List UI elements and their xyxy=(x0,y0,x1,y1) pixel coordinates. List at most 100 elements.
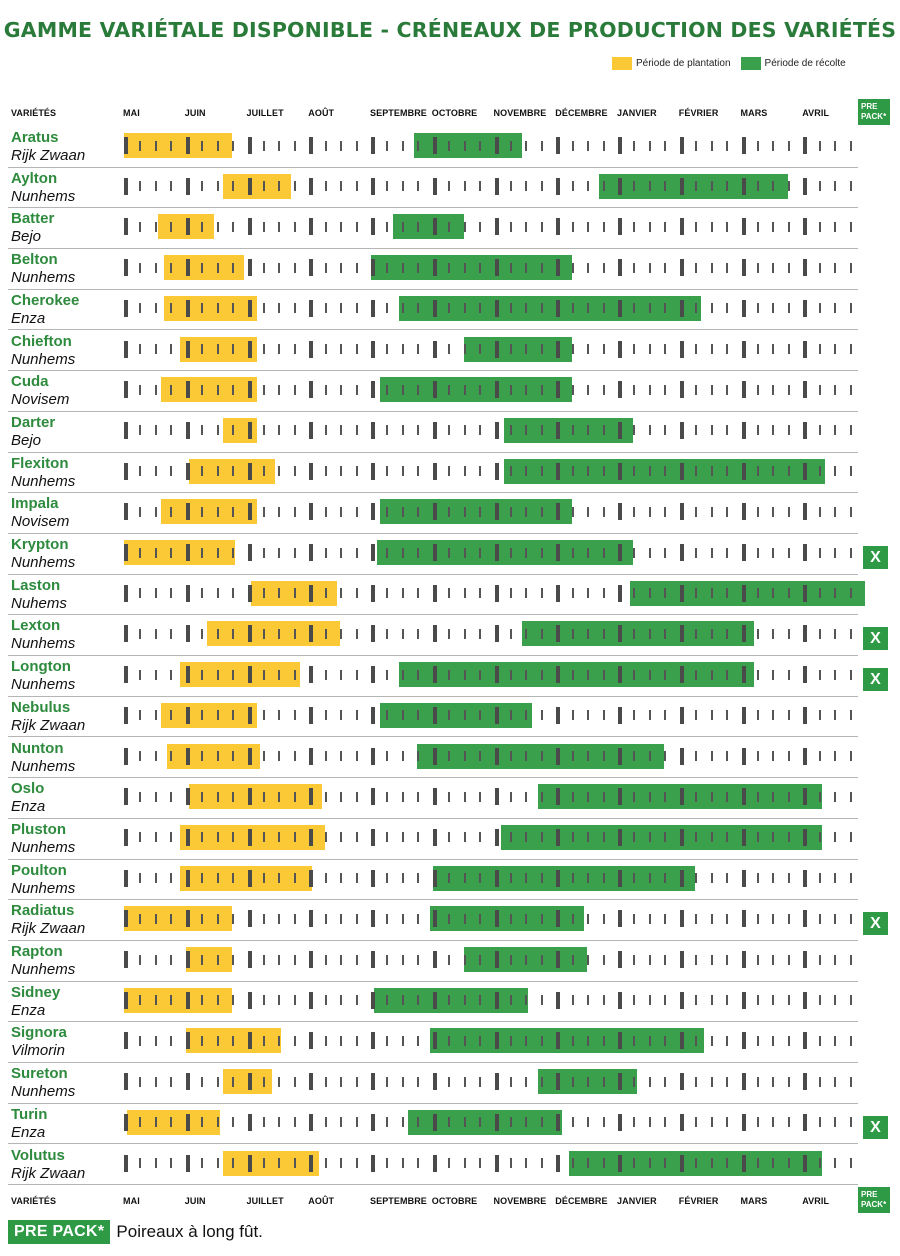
row-divider xyxy=(8,166,858,168)
week-tick xyxy=(710,506,713,517)
week-tick xyxy=(340,791,343,802)
week-tick xyxy=(787,140,790,151)
week-tick xyxy=(401,995,404,1006)
week-tick xyxy=(803,584,808,602)
week-tick xyxy=(679,991,684,1009)
planting-period-bar xyxy=(188,784,322,810)
week-tick xyxy=(679,625,684,643)
week-tick xyxy=(278,1035,281,1046)
week-tick xyxy=(571,669,574,680)
week-tick xyxy=(479,506,482,517)
week-tick xyxy=(386,1158,389,1168)
week-tick xyxy=(741,788,746,806)
week-tick xyxy=(386,751,389,761)
footer-description: Poireaux à long fût. xyxy=(116,1222,263,1241)
week-tick xyxy=(247,1154,252,1172)
week-tick xyxy=(262,425,265,436)
week-tick xyxy=(494,462,499,480)
week-tick xyxy=(371,259,375,277)
week-tick xyxy=(432,259,437,277)
week-tick xyxy=(401,425,404,436)
week-tick xyxy=(664,995,667,1006)
week-tick xyxy=(139,140,142,151)
week-tick xyxy=(618,706,622,724)
week-tick xyxy=(679,869,684,887)
week-tick xyxy=(509,995,512,1006)
planting-period-bar xyxy=(179,865,313,891)
week-tick xyxy=(834,588,837,599)
week-tick xyxy=(633,954,636,965)
week-tick xyxy=(448,954,451,965)
week-tick xyxy=(587,140,590,151)
variety-supplier: Bejo xyxy=(11,228,42,246)
week-tick xyxy=(386,954,389,965)
week-tick xyxy=(633,1035,636,1046)
week-tick xyxy=(556,381,561,399)
week-tick xyxy=(803,625,808,643)
week-tick xyxy=(324,140,327,151)
week-tick xyxy=(170,547,173,558)
variety-supplier: Vilmorin xyxy=(11,1042,65,1060)
week-tick xyxy=(494,788,499,806)
week-tick xyxy=(355,628,358,639)
week-tick xyxy=(787,1158,790,1168)
week-tick xyxy=(540,588,543,599)
week-tick xyxy=(463,1035,466,1046)
variety-name: Radiatus xyxy=(11,902,75,920)
week-tick xyxy=(309,584,314,602)
week-tick xyxy=(232,384,235,395)
week-tick xyxy=(201,588,204,599)
harvest-period-bar xyxy=(392,214,464,240)
week-tick xyxy=(448,344,451,354)
week-tick xyxy=(571,547,574,558)
week-tick xyxy=(741,503,746,521)
week-tick xyxy=(216,466,219,477)
week-tick xyxy=(432,706,437,724)
week-tick xyxy=(262,1158,265,1168)
week-tick xyxy=(803,544,808,561)
week-tick xyxy=(509,1158,512,1168)
week-tick xyxy=(494,747,499,765)
week-tick xyxy=(185,299,190,317)
week-tick xyxy=(170,832,173,843)
week-tick xyxy=(525,425,528,436)
week-tick xyxy=(741,747,746,765)
week-tick xyxy=(571,913,574,924)
week-tick xyxy=(386,832,389,843)
week-tick xyxy=(417,1076,420,1087)
week-tick xyxy=(324,1035,327,1046)
week-tick xyxy=(278,140,281,151)
week-tick xyxy=(124,340,128,358)
variety-row: Laston Nuhems xyxy=(0,575,900,616)
week-tick xyxy=(633,628,636,639)
week-tick xyxy=(556,1073,561,1091)
week-tick xyxy=(695,384,698,395)
week-tick xyxy=(602,384,605,395)
week-tick xyxy=(803,1113,808,1131)
week-tick xyxy=(556,1032,561,1050)
week-tick xyxy=(834,384,837,395)
month-label: NOVEMBRE xyxy=(493,108,547,118)
week-tick xyxy=(432,218,437,236)
week-tick xyxy=(633,669,636,680)
week-tick xyxy=(262,1117,265,1128)
week-tick xyxy=(741,666,746,684)
week-tick xyxy=(571,1158,574,1168)
week-tick xyxy=(648,832,651,843)
week-tick xyxy=(818,344,821,354)
week-tick xyxy=(618,666,622,684)
week-tick xyxy=(540,710,543,721)
week-tick xyxy=(618,177,622,195)
legend: Période de plantation Période de récolte xyxy=(612,56,846,70)
week-tick xyxy=(849,751,852,761)
week-tick xyxy=(710,1117,713,1128)
week-tick xyxy=(849,506,852,517)
week-tick xyxy=(278,1158,281,1168)
week-tick xyxy=(432,544,437,561)
week-tick xyxy=(818,506,821,517)
week-tick xyxy=(818,303,821,314)
week-tick xyxy=(355,791,358,802)
week-tick xyxy=(741,1073,746,1091)
variety-supplier: Nunhems xyxy=(11,676,76,694)
week-tick xyxy=(726,1158,729,1168)
